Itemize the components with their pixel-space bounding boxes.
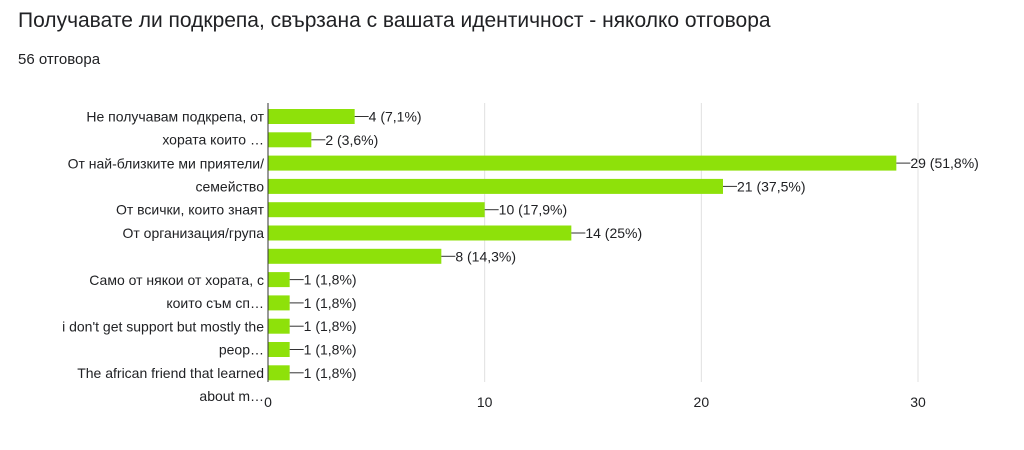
question-title: Получавате ли подкрепа, свързана с вашат… (18, 9, 771, 32)
category-label: които съм сп… (166, 295, 264, 311)
bar (268, 248, 442, 264)
bar (268, 178, 723, 194)
bar (268, 318, 290, 334)
x-tick-label: 10 (477, 394, 493, 410)
bar-value-label: 8 (14,3%) (455, 248, 516, 264)
bar-value-label: 1 (1,8%) (304, 295, 357, 311)
category-label: about m… (199, 388, 264, 404)
bar-value-label: 1 (1,8%) (304, 342, 357, 358)
x-tick-label: 20 (694, 394, 710, 410)
bar-value-label: 14 (25%) (585, 225, 642, 241)
category-label: Само от някои от хората, с (89, 272, 264, 288)
category-label: От организация/група (122, 225, 264, 241)
category-label: peop… (219, 341, 264, 357)
bar (268, 202, 485, 218)
bar-value-label: 29 (51,8%) (910, 155, 978, 171)
bar (268, 132, 312, 148)
x-tick-label: 0 (264, 394, 272, 410)
bar (268, 109, 355, 124)
bar-value-label: 21 (37,5%) (737, 178, 805, 194)
bar-value-label: 1 (1,8%) (304, 365, 357, 381)
bar (268, 365, 290, 381)
category-label: От всички, които знаят (116, 202, 265, 218)
bar-value-label: 1 (1,8%) (304, 272, 357, 288)
category-label: Не получавам подкрепа, от (86, 109, 264, 125)
bar (268, 155, 897, 171)
bar-value-label: 1 (1,8%) (304, 318, 357, 334)
category-label: семейство (196, 178, 265, 194)
bar (268, 225, 572, 241)
bar-value-label: 10 (17,9%) (499, 202, 567, 218)
response-count: 56 отговора (18, 51, 101, 68)
bar (268, 295, 290, 311)
category-label: i don't get support but mostly the (62, 318, 264, 334)
bar-value-label: 2 (3,6%) (325, 132, 378, 148)
category-label: хората които … (162, 132, 264, 148)
x-tick-label: 30 (910, 394, 926, 410)
category-label: The african friend that learned (77, 365, 264, 381)
category-label: От най-близките ми приятели/ (68, 155, 265, 171)
bar-value-label: 4 (7,1%) (369, 109, 422, 125)
bar (268, 342, 290, 357)
bar (268, 272, 290, 288)
